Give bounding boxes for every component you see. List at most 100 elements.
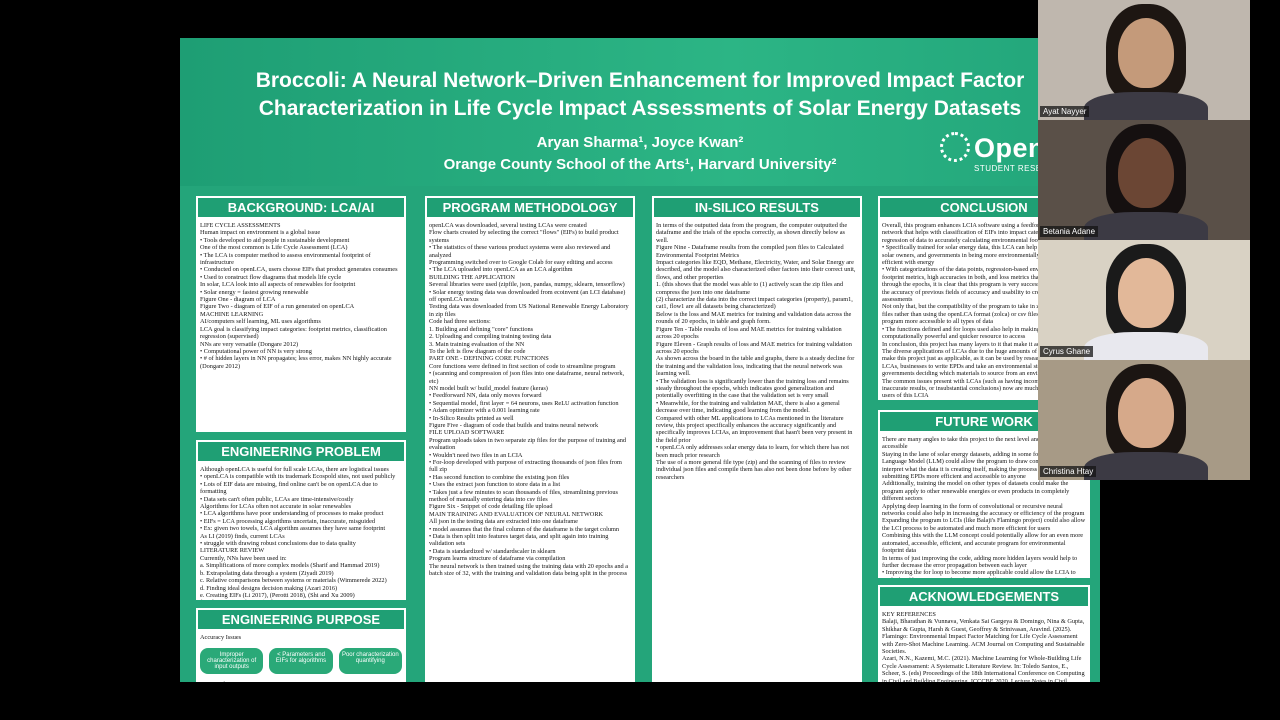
section-body: Although openLCA is useful for full scal…: [196, 463, 406, 600]
text-line: In terms of just improving the code, add…: [882, 554, 1078, 569]
text-line: The diverse applications of LCAs due to …: [882, 347, 1081, 378]
affiliation: Orange County School of the Arts¹, Harva…: [443, 156, 837, 173]
poster-title: Characterization in Life Cycle Impact As…: [258, 97, 1022, 120]
text-line: PART ONE - DEFINING CORE FUNCTIONS: [429, 355, 549, 363]
text-line: Not only that, but the compatibility of …: [882, 303, 1080, 326]
text-line: The neural network is then trained using…: [429, 562, 628, 578]
text-line: (2) characterize the data into the corre…: [656, 296, 853, 311]
text-line: • Has second function to combine the exi…: [429, 473, 570, 481]
text-line: Balaji, Bharathan & Vunnava, Venkata Sai…: [882, 618, 1085, 656]
section-heading: CONCLUSION: [878, 196, 1090, 219]
text-line: Impact categories like EQD, Methane, Ele…: [656, 259, 856, 281]
text-line: • Solar energy = fastest growing renewab…: [200, 288, 309, 296]
shoulders: [1084, 452, 1208, 480]
section-body: KEY REFERENCES Balaji, Bharathan & Vunnav…: [878, 608, 1090, 682]
text-line: The use of a more general file type (zip…: [656, 459, 852, 481]
text-line: openLCA was downloaded, several testing …: [429, 222, 587, 229]
text-line: Figure Eleven - Graph results of loss an…: [656, 340, 852, 355]
section-body: Accuracy Issues: [196, 631, 406, 644]
participant-tile: Christina Htay: [1038, 360, 1250, 480]
participant-tile: Cyrus Ghane: [1038, 240, 1250, 360]
text-line: In solar, LCA look into all aspects of r…: [200, 281, 356, 289]
flow-box: Improper characterization of input outpu…: [200, 648, 264, 675]
poster-section: ACKNOWLEDGEMENTS KEY REFERENCES Balaji, Bh…: [878, 585, 1090, 682]
text-line: LIFE CYCLE ASSESSMENTS: [200, 222, 281, 229]
section-heading: ENGINEERING PROBLEM: [196, 440, 406, 463]
logo-icon: [940, 132, 970, 162]
text-line: One of the most common is Life Cycle Ass…: [200, 244, 348, 252]
text-line: 1. (this shows that the model was able t…: [656, 281, 844, 296]
text-line: • The validation loss is significantly l…: [656, 377, 849, 400]
poster-title: Broccoli: A Neural Network–Driven Enhanc…: [255, 69, 1025, 92]
flow-box: < Parameters and EIFs for algorithms: [269, 648, 333, 675]
text-line: • Improving the for loop to become more …: [882, 569, 1076, 578]
logo-sub: STUDENT RESEARCH: [974, 164, 1067, 173]
text-line: b. Extrapolating data through a system (…: [200, 569, 334, 577]
authors: Aryan Sharma¹, Joyce Kwan²: [536, 134, 744, 151]
text-line: • struggle with drawing robust conclusio…: [200, 540, 356, 548]
section-heading: IN-SILICO RESULTS: [652, 196, 862, 219]
text-line: Overall, this program enhances LCIA soft…: [882, 222, 1074, 244]
text-line: Code had three sections:: [429, 318, 491, 326]
text-line: • The LCA uploaded into openLCA as an LC…: [429, 266, 573, 274]
text-line: LCA goal is classifying impact categorie…: [200, 325, 387, 341]
text-line: Program uploads takes in two separate zi…: [429, 436, 627, 452]
flow-row: Improper characterization of input outpu…: [196, 644, 406, 678]
shoulders: [1084, 332, 1208, 360]
text-line: • (scanning and compression of json file…: [429, 370, 625, 385]
text-line: • openLCA only addresses solar energy da…: [656, 444, 850, 459]
text-line: • Adam optimizer with a 0.001 learning r…: [429, 407, 540, 415]
text-line: Applying deep learning in the form of co…: [882, 502, 1085, 518]
text-line: The common issues present with LCAs (suc…: [882, 377, 1079, 400]
text-line: • Tools developed to aid people in susta…: [200, 236, 350, 244]
poster-header: Broccoli: A Neural Network–Driven Enhanc…: [180, 38, 1100, 186]
text-line: Flow charts created by selecting the cor…: [429, 229, 619, 244]
face: [1118, 138, 1174, 208]
poster-section: ENGINEERING PURPOSE Accuracy Issues Improp…: [196, 608, 406, 682]
participant-name: Ayat Nayyer: [1040, 106, 1090, 117]
text-line: NNs are very versatile (Dongare 2012): [200, 340, 299, 348]
section-heading: ACKNOWLEDGEMENTS: [878, 585, 1090, 608]
text-line: FILE UPLOAD SOFTWARE: [429, 429, 505, 437]
text-line: Staying in the lane of solar energy data…: [882, 450, 1075, 481]
text-line: There are many angles to take this proje…: [882, 436, 1082, 451]
text-line: Several libraries were used (zipfile, js…: [429, 281, 625, 289]
text-line: KEY REFERENCES: [882, 611, 936, 618]
text-line: • The LCA is computer method to assess e…: [200, 251, 371, 267]
face: [1118, 258, 1174, 328]
section-body: In terms of the outputted data from the …: [652, 219, 862, 484]
text-line: • Lots of EIF data are missing, find onl…: [200, 480, 378, 496]
text-line: Programming switched over to Google Cola…: [429, 259, 613, 267]
text-line: Figure Ten - Table results of loss and M…: [656, 325, 842, 341]
text-line: MAIN TRAINING AND EVALUATION OF NEURAL N…: [429, 510, 604, 518]
text-line: • Used to construct flow diagrams that m…: [200, 273, 342, 281]
text-line: 3. Main training evaluation of the NN: [429, 340, 525, 348]
poster-section: ENGINEERING PROBLEM Although openLCA is u…: [196, 440, 406, 600]
section-body: LIFE CYCLE ASSESSMENTS Human impact on en…: [196, 219, 406, 373]
section-heading: PROGRAM METHODOLOGY: [425, 196, 635, 219]
text-line: • EIFs = LCA processing algorithms uncer…: [200, 517, 376, 525]
shoulders: [1084, 212, 1208, 240]
text-line: • Ex: given two towels, LCA algorithm as…: [200, 525, 386, 533]
text-line: • Computational power of NN is very stro…: [200, 347, 312, 355]
text-line: d. Finding ideal designs decision making…: [200, 584, 338, 592]
participant-tile: Ayat Nayyer: [1038, 0, 1250, 120]
participant-tile: Betania Adane: [1038, 120, 1250, 240]
text-line: • Specifically trained for solar energy …: [882, 244, 1085, 267]
text-line: Testing data was downloaded from US Nati…: [429, 303, 629, 318]
text-line: Accuracy Issues: [200, 634, 242, 641]
text-line: Figure Six - Snippet of code detailing f…: [429, 503, 553, 511]
text-line: BUILDING THE APPLICATION: [429, 273, 515, 281]
text-line: In terms of the outputted data from the …: [656, 222, 848, 244]
text-line: • openLCA is compatible with its tradema…: [200, 473, 396, 481]
text-line: MACHINE LEARNING: [200, 310, 264, 318]
text-line: Additionally, training the model on othe…: [882, 480, 1070, 503]
text-line: • LCA algorithms have poor understanding…: [200, 510, 384, 518]
text-line: • In-Silico Results printed as well: [429, 414, 514, 422]
face: [1118, 378, 1174, 448]
text-line: 1. Building and defining "core" function…: [429, 325, 534, 333]
text-line: • model assumes that the final column of…: [429, 525, 620, 533]
text-line: AI/computers self learning, ML uses algo…: [200, 318, 321, 326]
text-line: • Wouldn't need two files in an LCIA: [429, 451, 523, 459]
